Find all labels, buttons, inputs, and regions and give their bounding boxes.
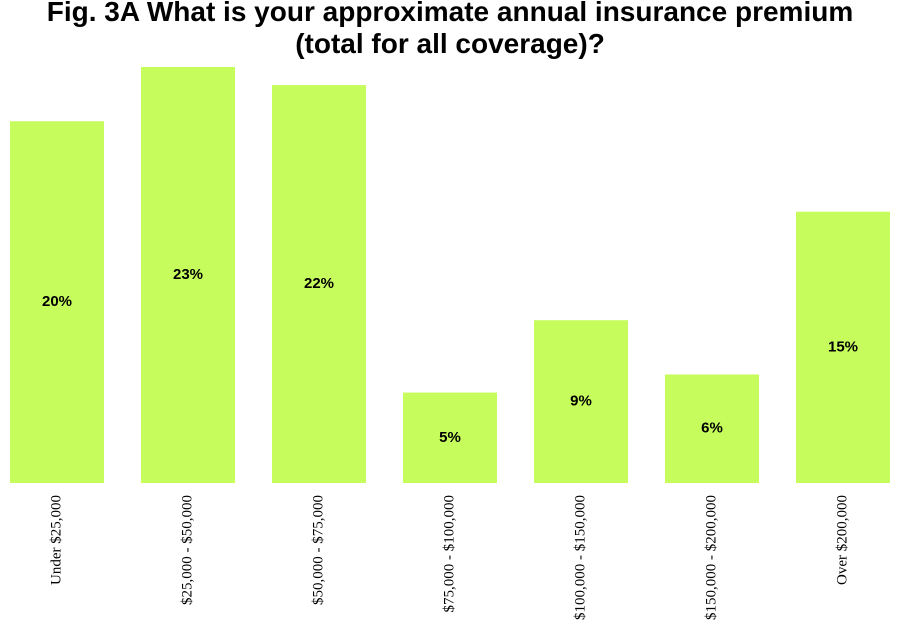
value-label: 20% [42,293,72,310]
value-label: 22% [304,275,334,292]
chart-title: Fig. 3A What is your approximate annual … [46,0,854,59]
value-label: 9% [570,393,592,410]
value-label: 5% [439,429,461,446]
x-tick-label: Over $200,000 [834,495,850,585]
bar [10,121,104,484]
value-label: 6% [701,420,723,437]
x-tick-label: Under $25,000 [48,495,64,585]
value-label: 15% [828,338,858,355]
bar [272,85,366,483]
bar [796,211,890,483]
x-tick-label: $100,000 - $150,000 [572,495,588,620]
x-tick-label: $50,000 - $75,000 [310,495,326,605]
x-tick-label: $25,000 - $50,000 [179,495,195,605]
bar [534,320,628,483]
value-label: 23% [173,266,203,283]
bar [141,67,235,483]
x-tick-label: $150,000 - $200,000 [703,495,719,620]
bar [665,374,759,483]
x-tick-label: $75,000 - $100,000 [441,495,457,613]
bar [403,392,497,483]
